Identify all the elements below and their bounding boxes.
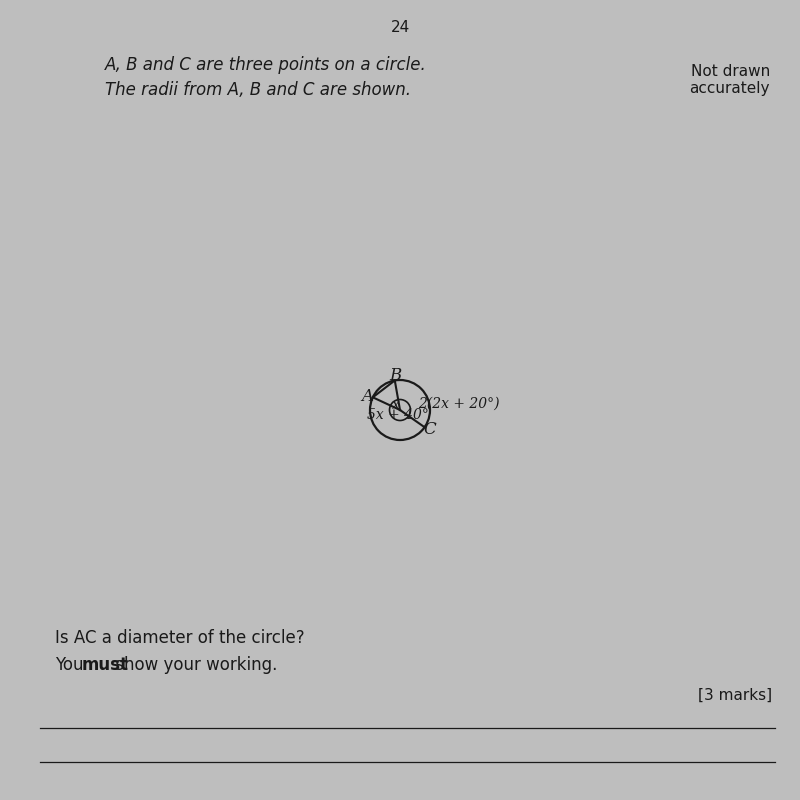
- Text: Not drawn
accurately: Not drawn accurately: [690, 64, 770, 96]
- Text: A, B and C are three points on a circle.: A, B and C are three points on a circle.: [105, 56, 426, 74]
- Text: must: must: [82, 656, 129, 674]
- Text: [3 marks]: [3 marks]: [698, 687, 772, 702]
- Text: You: You: [55, 656, 89, 674]
- Text: Is AC a diameter of the circle?: Is AC a diameter of the circle?: [55, 629, 305, 647]
- Text: A: A: [362, 388, 374, 405]
- Text: C: C: [423, 421, 436, 438]
- Text: 24: 24: [390, 21, 410, 35]
- Text: x: x: [392, 398, 400, 411]
- Text: The radii from A, B and C are shown.: The radii from A, B and C are shown.: [105, 81, 411, 99]
- Text: 5x + 40°: 5x + 40°: [367, 408, 429, 422]
- Text: show your working.: show your working.: [110, 656, 277, 674]
- Text: B: B: [389, 367, 402, 385]
- Text: 2(2x + 20°): 2(2x + 20°): [418, 397, 500, 410]
